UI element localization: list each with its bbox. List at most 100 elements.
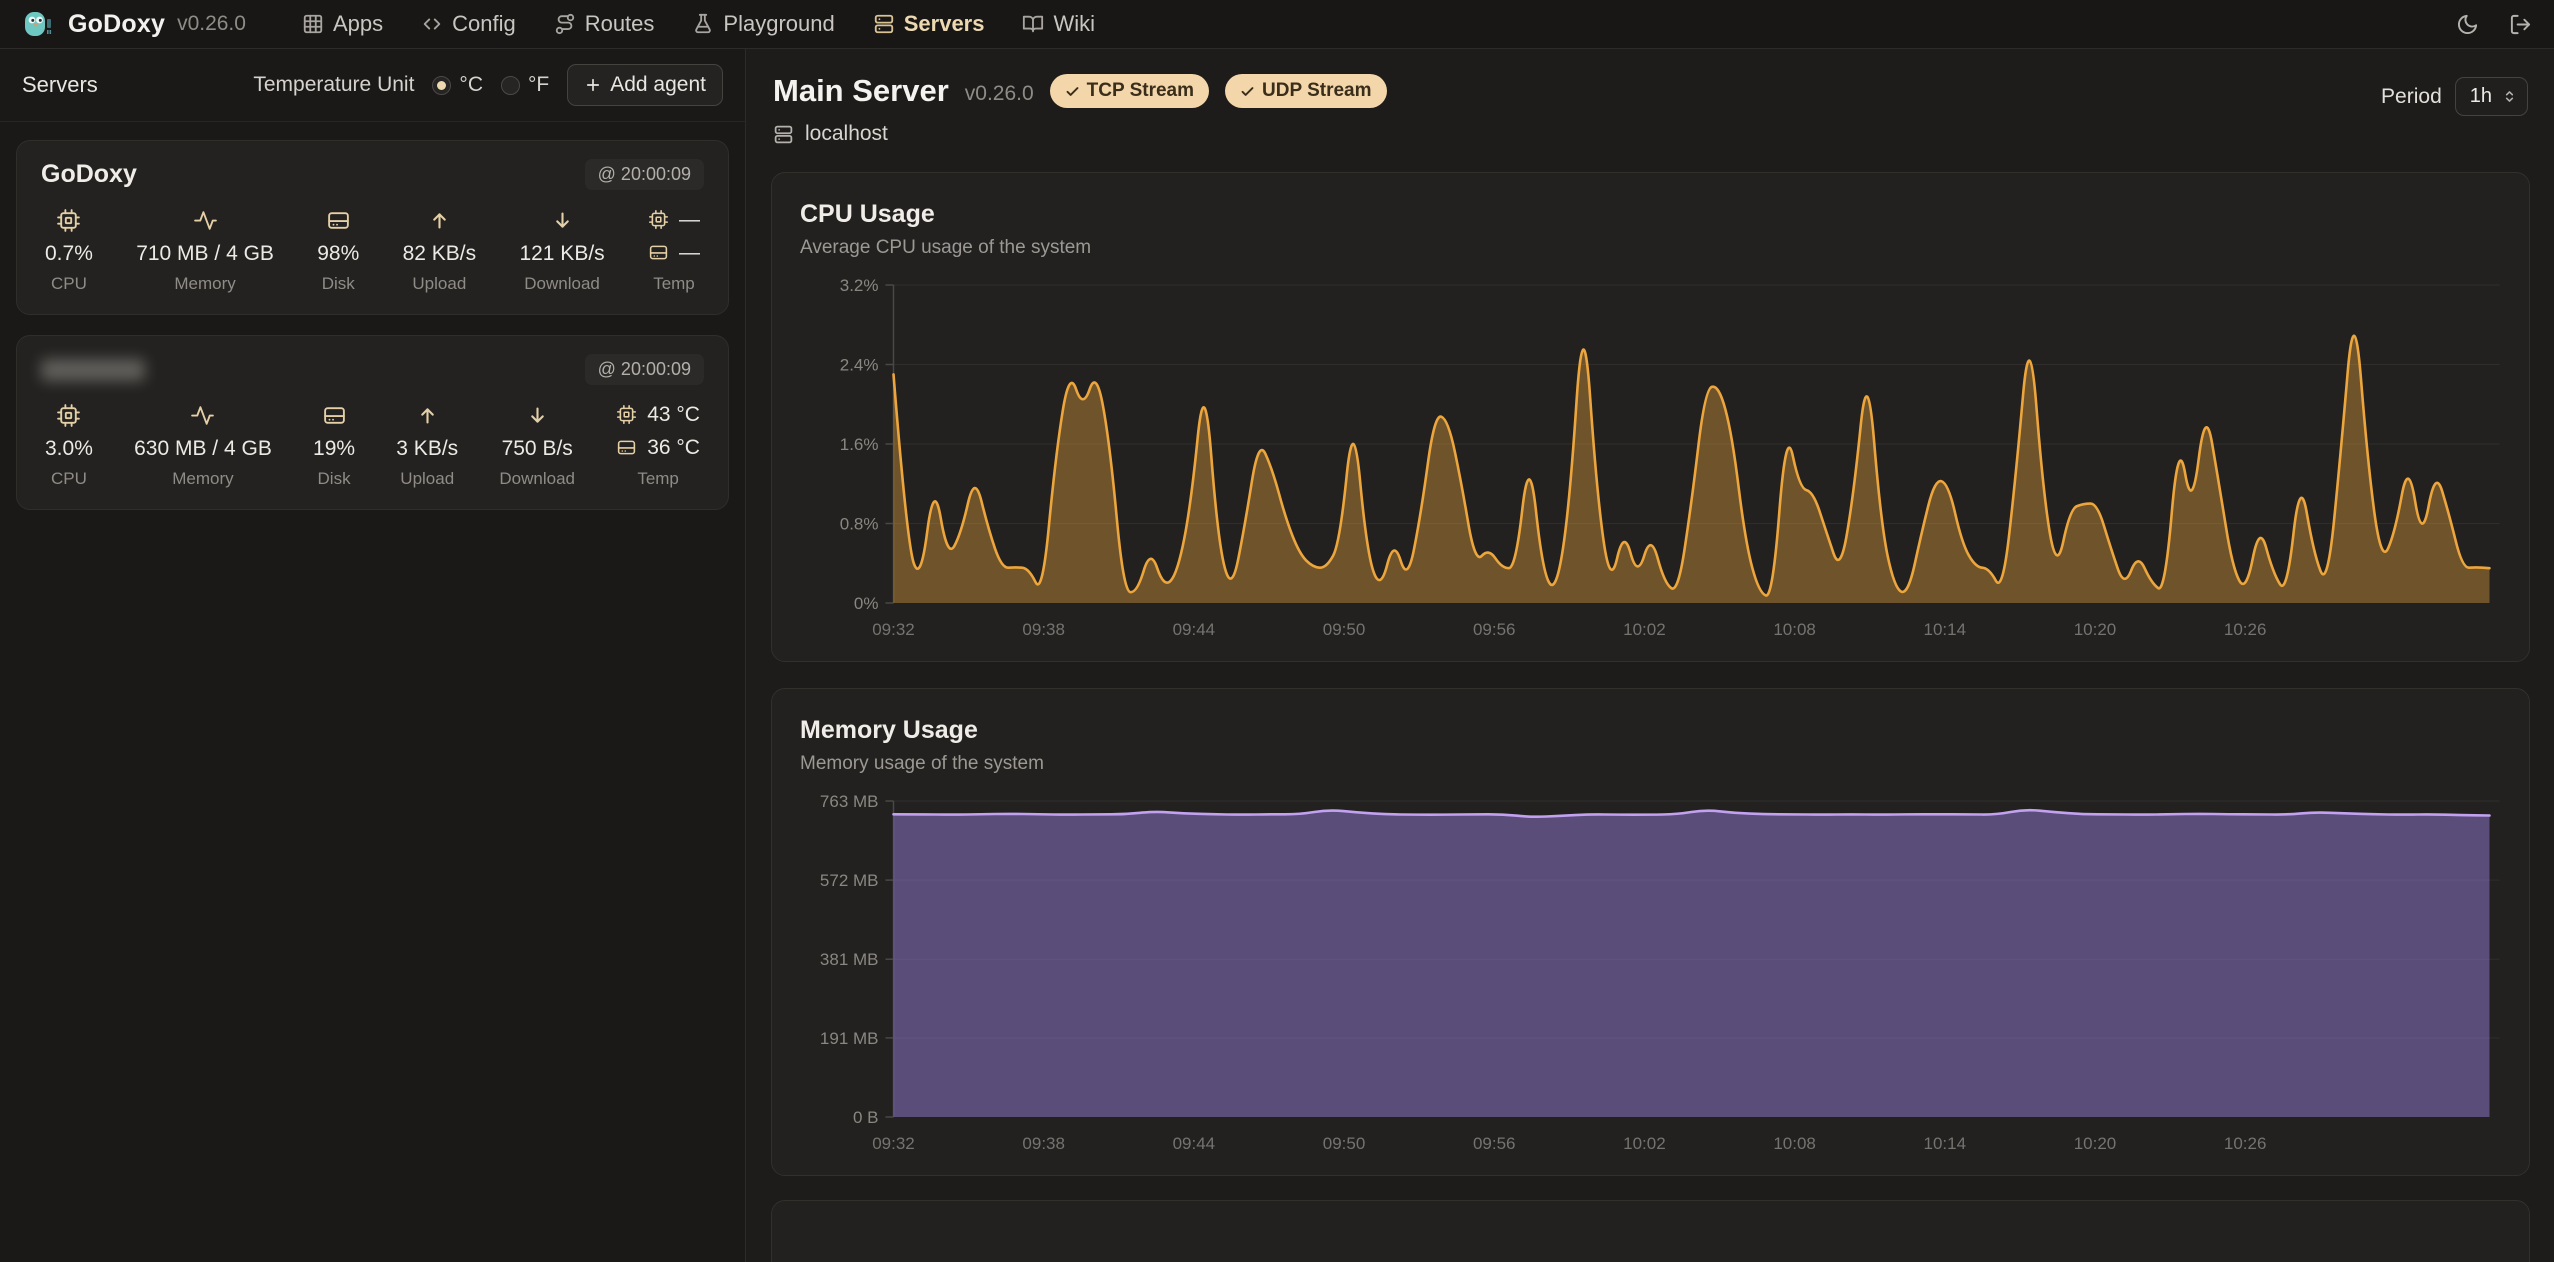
period-value: 1h (2469, 85, 2492, 107)
godoxy-logo (22, 7, 56, 41)
stat-value: 750 B/s (501, 437, 573, 460)
stat-memory: 710 MB / 4 GB Memory (136, 207, 274, 294)
brand-version: v0.26.0 (177, 12, 246, 35)
temperature-unit-label: Temperature Unit (253, 73, 415, 96)
server-card-redacted[interactable]: @ 20:00:09 3.0% CPU 630 MB / 4 (16, 335, 729, 510)
svg-text:381 MB: 381 MB (820, 950, 879, 969)
svg-text:763 MB: 763 MB (820, 792, 879, 811)
stat-label: CPU (50, 274, 87, 293)
nav-item-wiki[interactable]: Wiki (1022, 11, 1095, 37)
main-header: Main Server v0.26.0 TCP Stream UDP Strea… (771, 73, 2530, 146)
cpu-chip-icon (648, 206, 669, 233)
nav-list: Apps Config Routes Playground Servers (302, 11, 1095, 37)
check-icon (1240, 84, 1255, 99)
stat-label: Upload (412, 274, 467, 293)
stat-memory: 630 MB / 4 GB Memory (134, 402, 272, 489)
radio-celsius[interactable]: °C (432, 73, 483, 97)
cpu-chart-title: CPU Usage (800, 200, 935, 228)
stat-label: Temp (637, 469, 679, 488)
server-icon (873, 13, 895, 35)
nav-item-config[interactable]: Config (421, 11, 516, 37)
svg-text:0%: 0% (854, 594, 879, 613)
host-row: localhost (773, 122, 1387, 146)
stat-label: Memory (174, 274, 236, 293)
radio-celsius-label: °C (459, 73, 483, 96)
svg-text:10:02: 10:02 (1623, 620, 1666, 639)
svg-text:09:56: 09:56 (1473, 1134, 1516, 1153)
disk-icon (616, 434, 637, 461)
cpu-usage-card: CPU Usage Average CPU usage of the syste… (771, 172, 2530, 662)
nav-item-playground[interactable]: Playground (692, 11, 835, 37)
tcp-stream-badge: TCP Stream (1049, 74, 1210, 108)
svg-text:09:50: 09:50 (1323, 620, 1366, 639)
svg-text:191 MB: 191 MB (820, 1029, 879, 1048)
cpu-chip-icon (56, 207, 81, 234)
radio-fahrenheit-circle[interactable] (501, 75, 520, 95)
radio-fahrenheit[interactable]: °F (501, 73, 549, 97)
brand[interactable]: GoDoxy v0.26.0 (22, 7, 246, 41)
svg-text:09:32: 09:32 (872, 1134, 915, 1153)
route-icon (554, 13, 576, 35)
svg-text:10:20: 10:20 (2074, 620, 2117, 639)
nav-item-label: Servers (903, 11, 985, 36)
period-select[interactable]: 1h (2454, 77, 2528, 116)
nav-item-label: Config (452, 11, 516, 36)
svg-text:10:14: 10:14 (1924, 620, 1967, 639)
theme-toggle-moon-icon[interactable] (2456, 13, 2479, 36)
svg-text:09:32: 09:32 (872, 620, 915, 639)
chevrons-up-down-icon (2501, 88, 2518, 105)
svg-text:09:50: 09:50 (1323, 1134, 1366, 1153)
nav-item-routes[interactable]: Routes (554, 11, 655, 37)
plus-icon (584, 76, 602, 94)
radio-celsius-circle[interactable] (432, 75, 452, 95)
nav-item-servers[interactable]: Servers (873, 11, 985, 37)
navbar-actions (2456, 13, 2532, 36)
server-name-redacted (41, 358, 145, 381)
add-agent-button[interactable]: Add agent (567, 64, 723, 106)
brand-name: GoDoxy (68, 9, 166, 38)
stat-temp: 43 °C 36 °C Temp (616, 401, 700, 489)
main-panel: Main Server v0.26.0 TCP Stream UDP Strea… (746, 49, 2554, 1262)
server-card-godoxy[interactable]: GoDoxy @ 20:00:09 0.7% CPU (16, 140, 729, 315)
server-timestamp-badge: @ 20:00:09 (584, 159, 704, 190)
add-agent-label: Add agent (610, 73, 706, 96)
stat-label: Disk (317, 469, 351, 488)
server-version: v0.26.0 (964, 82, 1034, 105)
stat-value: 3 KB/s (396, 437, 459, 460)
activity-icon (190, 402, 215, 429)
nav-item-label: Playground (723, 11, 835, 36)
stat-disk: 98% Disk (317, 207, 359, 294)
sidebar-title: Servers (22, 72, 98, 97)
temp-cpu-value: 43 °C (647, 402, 700, 426)
server-stats: 0.7% CPU 710 MB / 4 GB Memory (41, 206, 704, 294)
nav-item-label: Routes (584, 11, 655, 36)
disk-icon (326, 207, 351, 234)
svg-text:09:44: 09:44 (1173, 620, 1216, 639)
stat-label: Temp (653, 274, 695, 293)
apps-grid-icon (302, 13, 324, 35)
stat-upload: 82 KB/s Upload (403, 207, 476, 294)
svg-text:09:38: 09:38 (1022, 1134, 1065, 1153)
stat-label: Download (499, 469, 575, 488)
svg-text:572 MB: 572 MB (820, 871, 879, 890)
temp-cpu-value: — (678, 207, 700, 231)
logout-icon[interactable] (2509, 13, 2532, 36)
cpu-chip-icon (56, 402, 81, 429)
stat-disk: 19% Disk (313, 402, 355, 489)
nav-item-apps[interactable]: Apps (302, 11, 383, 37)
stat-value: 3.0% (45, 437, 93, 460)
stat-label: Upload (400, 469, 455, 488)
stat-label: CPU (50, 469, 87, 488)
radio-fahrenheit-label: °F (528, 73, 550, 96)
server-list: GoDoxy @ 20:00:09 0.7% CPU (0, 122, 745, 528)
badge-label: TCP Stream (1086, 80, 1195, 101)
memory-chart-subtitle: Memory usage of the system (800, 753, 1044, 774)
flask-icon (692, 13, 714, 35)
svg-text:10:26: 10:26 (2224, 1134, 2267, 1153)
stat-cpu: 3.0% CPU (45, 402, 93, 489)
stat-temp: — — Temp (648, 206, 700, 294)
svg-text:0.8%: 0.8% (840, 515, 879, 534)
svg-text:3.2%: 3.2% (840, 276, 879, 295)
stat-label: Download (524, 274, 600, 293)
server-name: GoDoxy (41, 160, 137, 188)
